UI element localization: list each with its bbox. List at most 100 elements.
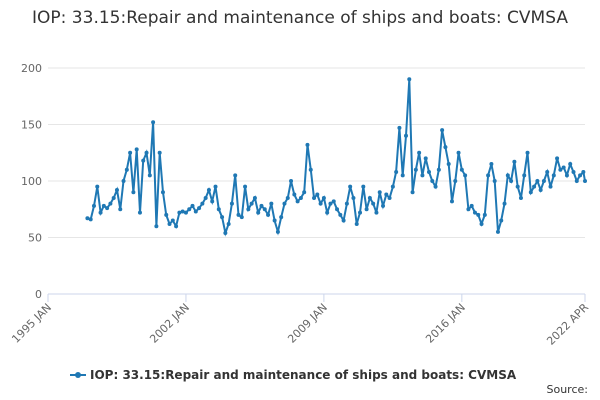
data-point [174, 224, 179, 229]
data-point [144, 150, 149, 155]
y-tick-label: 100 [21, 175, 42, 188]
data-point [377, 190, 382, 195]
data-point [525, 150, 530, 155]
data-point [213, 184, 218, 189]
data-point [404, 133, 408, 138]
data-point [528, 190, 533, 195]
x-tick-label: 2002 JAN [147, 301, 192, 346]
data-point [335, 207, 340, 212]
data-point [91, 203, 96, 208]
data-point [463, 173, 468, 178]
data-point [118, 207, 123, 212]
data-point [275, 229, 280, 234]
data-point [400, 173, 405, 178]
data-point [177, 210, 182, 215]
data-point [410, 190, 415, 195]
y-tick-label: 0 [35, 288, 42, 301]
data-point [111, 195, 116, 200]
data-point [279, 215, 284, 220]
data-point [492, 179, 497, 183]
data-point [223, 230, 228, 235]
data-point [578, 173, 583, 178]
data-point [443, 145, 448, 150]
data-point [318, 201, 323, 206]
x-tick-label: 2016 JAN [423, 301, 468, 346]
data-point [499, 218, 504, 223]
data-point [203, 195, 208, 200]
data-point [256, 210, 261, 215]
data-point [466, 207, 471, 212]
x-tick-label: 1995 JAN [9, 301, 54, 346]
data-point [459, 167, 464, 172]
data-point [167, 221, 172, 226]
data-point [101, 203, 106, 208]
data-point [381, 203, 386, 208]
data-point [134, 147, 139, 152]
data-point [417, 150, 422, 155]
data-point [285, 195, 290, 200]
data-point [583, 179, 587, 183]
data-point [341, 218, 346, 223]
data-point [512, 159, 517, 164]
x-tick-label: 2022 APR [544, 301, 591, 348]
data-point [206, 188, 211, 193]
data-point [535, 179, 540, 183]
data-point [95, 184, 100, 189]
data-point [358, 210, 363, 215]
data-point [558, 167, 563, 172]
data-point [88, 217, 93, 222]
data-point [197, 206, 202, 211]
data-point [390, 184, 395, 189]
chart-title: IOP: 33.15:Repair and maintenance of shi… [32, 8, 568, 28]
y-tick-label: 150 [21, 119, 42, 132]
data-point [564, 173, 569, 178]
data-point [302, 190, 307, 195]
data-point [423, 156, 428, 161]
data-point [433, 184, 438, 189]
data-point [489, 162, 494, 167]
data-point [561, 165, 566, 170]
data-point [479, 221, 484, 226]
data-point [482, 212, 487, 217]
x-tick-label: 2009 JAN [285, 301, 330, 346]
data-point [243, 184, 248, 189]
data-point [374, 210, 379, 215]
data-point [98, 210, 103, 215]
data-point [532, 184, 537, 189]
data-point [121, 179, 126, 183]
data-point [325, 210, 330, 215]
data-point [259, 203, 264, 208]
data-point [581, 169, 586, 174]
data-point [384, 192, 389, 197]
data-point [105, 206, 110, 211]
data-point [364, 207, 369, 212]
data-point [85, 216, 90, 221]
data-point [147, 173, 152, 178]
data-point [154, 224, 159, 229]
data-point [505, 173, 510, 178]
data-point [131, 190, 136, 195]
data-point [348, 184, 353, 189]
legend-marker [75, 372, 81, 378]
data-point [295, 199, 300, 204]
data-point [252, 195, 257, 200]
data-point [210, 199, 215, 204]
data-point [114, 188, 119, 193]
data-point [292, 192, 297, 197]
data-point [249, 201, 254, 206]
data-point [269, 201, 274, 206]
data-point [289, 179, 294, 183]
data-point [151, 120, 156, 125]
legend-label: IOP: 33.15:Repair and maintenance of shi… [90, 368, 517, 382]
data-point [190, 203, 195, 208]
y-tick-label: 50 [28, 232, 42, 245]
data-point [200, 201, 205, 206]
data-point [486, 173, 491, 178]
data-point [312, 195, 317, 200]
data-point [141, 158, 146, 163]
data-point [236, 212, 241, 217]
data-point [170, 218, 175, 223]
data-point [187, 207, 192, 212]
data-point [193, 209, 198, 214]
